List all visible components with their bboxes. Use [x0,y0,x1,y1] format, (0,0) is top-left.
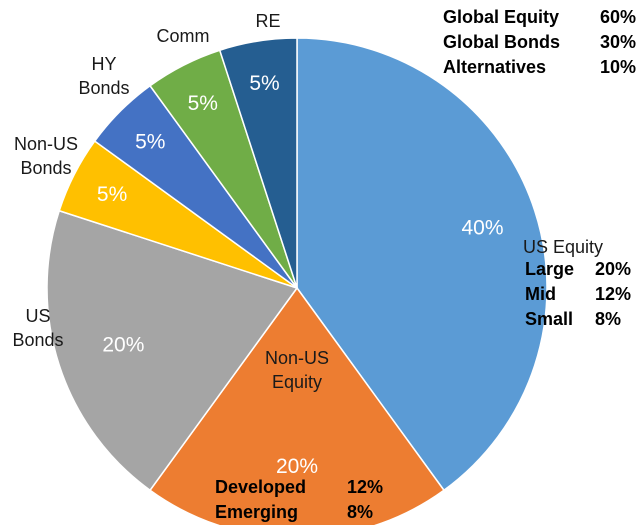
slice-category-label-2-line-0: US [25,306,50,326]
summary-name-2: Alternatives [443,57,546,77]
slice-value-label-1: 20% [276,455,318,478]
us-equity-breakdown-pct-2: 8% [595,309,621,329]
non-us-equity-breakdown-pct-1: 8% [347,502,373,522]
slice-value-label-6: 5% [249,72,279,95]
non-us-equity-breakdown-name-1: Emerging [215,502,298,522]
slice-category-label-0: US Equity [523,237,603,257]
pie-slice-1 [149,286,445,525]
slice-category-label-1-line-1: Equity [272,372,322,392]
us-equity-breakdown: Large 20% Mid 12% Small 8% [525,259,631,329]
non-us-equity-breakdown-name-0: Developed [215,477,306,497]
slice-category-label-4-line-0: HY [91,54,116,74]
summary-pct-1: 30% [600,32,636,52]
slice-category-label-3-line-0: Non-US [14,134,78,154]
us-equity-breakdown-name-1: Mid [525,284,556,304]
non-us-equity-breakdown-pct-0: 12% [347,477,383,497]
slice-value-label-0: 40% [461,217,503,240]
slice-category-label-6-line-0: RE [255,11,280,31]
us-equity-breakdown-name-2: Small [525,309,573,329]
slice-category-label-6: RE [255,11,280,31]
pie-slice-0 [296,37,548,492]
summary-pct-0: 60% [600,7,636,27]
non-us-equity-breakdown: Developed 12% Emerging 8% [215,477,383,522]
pie-slices [46,37,548,525]
slice-category-label-4-line-1: Bonds [78,78,129,98]
slice-category-label-3-line-1: Bonds [20,158,71,178]
slice-category-label-2: US Bonds [12,306,63,350]
summary-name-0: Global Equity [443,7,559,27]
slice-category-label-1-line-0: Non-US [265,348,329,368]
pie-slice-6 [218,37,298,289]
slice-value-label-2: 20% [102,333,144,356]
slice-category-label-2-line-1: Bonds [12,330,63,350]
us-equity-breakdown-pct-0: 20% [595,259,631,279]
slice-category-label-0-line-0: US Equity [523,237,603,257]
slice-category-label-3: Non-US Bonds [14,134,78,178]
slice-value-labels: 40% 20% 20% 5% 5% 5% 5% [97,72,504,478]
slice-category-label-5-line-0: Comm [157,26,210,46]
summary-legend: Global Equity 60% Global Bonds 30% Alter… [443,7,636,77]
slice-value-label-4: 5% [135,130,165,153]
summary-pct-2: 10% [600,57,636,77]
slice-category-label-1: Non-US Equity [265,348,329,392]
slice-category-label-5: Comm [157,26,210,46]
slice-value-label-3: 5% [97,183,127,206]
pie-slice-2 [46,209,299,492]
us-equity-breakdown-name-0: Large [525,259,574,279]
slice-value-label-5: 5% [188,92,218,115]
slice-category-label-4: HY Bonds [78,54,129,98]
summary-name-1: Global Bonds [443,32,560,52]
us-equity-breakdown-pct-1: 12% [595,284,631,304]
